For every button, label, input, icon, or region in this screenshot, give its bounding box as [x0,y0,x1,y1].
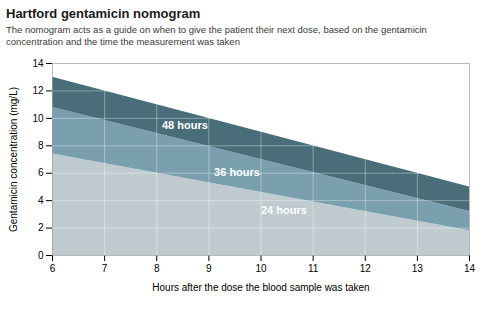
svg-text:10: 10 [32,112,44,123]
svg-text:Gentamicin concentration (mg/L: Gentamicin concentration (mg/L) [8,87,19,232]
svg-text:4: 4 [38,195,44,206]
svg-text:Hours after the dose the blood: Hours after the dose the blood sample wa… [152,281,369,292]
svg-text:6: 6 [50,262,56,273]
svg-text:14: 14 [464,262,476,273]
svg-text:24 hours: 24 hours [261,204,307,216]
svg-text:12: 12 [360,262,372,273]
svg-text:14: 14 [32,57,44,68]
svg-text:9: 9 [206,262,212,273]
svg-text:12: 12 [32,85,44,96]
svg-text:8: 8 [154,262,160,273]
svg-text:2: 2 [38,222,44,233]
svg-text:0: 0 [38,249,44,260]
svg-text:6: 6 [38,167,44,178]
html-text:Hartford gentamicin nomogram: Hartford gentamicin nomogram [6,6,201,21]
svg-text:10: 10 [255,262,267,273]
svg-text:36 hours: 36 hours [214,166,260,178]
svg-text:8: 8 [38,140,44,151]
svg-text:13: 13 [412,262,424,273]
svg-text:7: 7 [102,262,108,273]
svg-text:11: 11 [308,262,319,273]
html-text:The nomogram acts as a guide o: The nomogram acts as a guide on when to … [6,24,427,48]
svg-text:48 hours: 48 hours [162,119,208,131]
